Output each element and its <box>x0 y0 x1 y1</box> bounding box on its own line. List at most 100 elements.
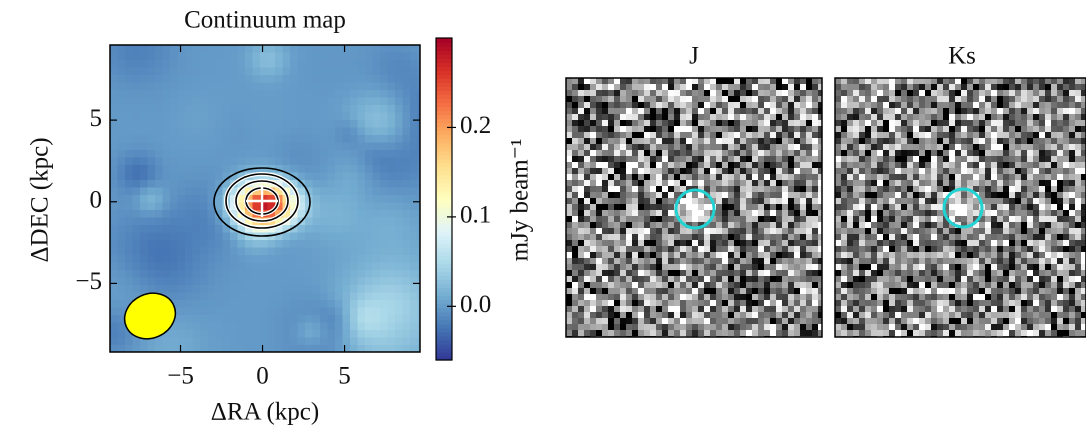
image-pixel <box>1003 216 1009 222</box>
image-pixel <box>967 246 973 252</box>
map-pixel <box>373 308 381 316</box>
image-pixel <box>668 300 674 306</box>
image-pixel <box>626 300 632 306</box>
image-pixel <box>925 252 931 258</box>
image-pixel <box>686 120 692 126</box>
image-pixel <box>728 288 734 294</box>
image-pixel <box>572 126 578 132</box>
image-pixel <box>853 228 859 234</box>
image-pixel <box>1015 180 1021 186</box>
image-pixel <box>746 330 752 336</box>
image-pixel <box>722 204 728 210</box>
image-pixel <box>728 264 734 270</box>
map-pixel <box>335 128 343 136</box>
image-pixel <box>692 114 698 120</box>
image-pixel <box>650 84 656 90</box>
image-pixel <box>656 234 662 240</box>
image-pixel <box>758 234 764 240</box>
map-pixel <box>350 225 358 233</box>
map-pixel <box>253 255 261 263</box>
image-pixel <box>782 210 788 216</box>
map-pixel <box>335 225 343 233</box>
image-pixel <box>692 144 698 150</box>
map-pixel <box>275 315 283 323</box>
map-pixel <box>395 113 403 121</box>
map-pixel <box>125 210 133 218</box>
map-pixel <box>305 270 313 278</box>
image-pixel <box>602 114 608 120</box>
image-pixel <box>889 120 895 126</box>
image-pixel <box>782 324 788 330</box>
map-pixel <box>410 300 418 308</box>
image-pixel <box>973 132 979 138</box>
map-pixel <box>343 278 351 286</box>
image-pixel <box>818 150 824 156</box>
image-pixel <box>584 318 590 324</box>
map-pixel <box>358 195 366 203</box>
image-pixel <box>638 306 644 312</box>
image-pixel <box>949 96 955 102</box>
map-pixel <box>230 300 238 308</box>
image-pixel <box>812 132 818 138</box>
image-pixel <box>835 222 841 228</box>
map-pixel <box>418 300 426 308</box>
map-pixel <box>410 180 418 188</box>
map-pixel <box>283 278 291 286</box>
image-pixel <box>800 162 806 168</box>
map-pixel <box>133 158 141 166</box>
image-pixel <box>913 132 919 138</box>
map-pixel <box>350 263 358 271</box>
map-pixel <box>350 150 358 158</box>
map-pixel <box>290 233 298 241</box>
image-pixel <box>716 144 722 150</box>
image-pixel <box>1051 246 1057 252</box>
image-pixel <box>704 126 710 132</box>
image-pixel <box>835 84 841 90</box>
map-pixel <box>260 83 268 91</box>
image-pixel <box>847 144 853 150</box>
image-pixel <box>686 162 692 168</box>
map-pixel <box>403 60 411 68</box>
map-pixel <box>343 233 351 241</box>
image-pixel <box>925 234 931 240</box>
image-pixel <box>602 258 608 264</box>
map-pixel <box>268 248 276 256</box>
map-pixel <box>290 83 298 91</box>
map-pixel <box>230 285 238 293</box>
image-pixel <box>967 198 973 204</box>
map-pixel <box>163 90 171 98</box>
image-pixel <box>758 108 764 114</box>
map-pixel <box>200 165 208 173</box>
image-pixel <box>985 84 991 90</box>
map-pixel <box>365 315 373 323</box>
map-pixel <box>320 225 328 233</box>
map-pixel <box>410 278 418 286</box>
image-pixel <box>632 288 638 294</box>
image-pixel <box>877 186 883 192</box>
image-pixel <box>746 108 752 114</box>
image-pixel <box>668 216 674 222</box>
image-pixel <box>572 108 578 114</box>
image-pixel <box>913 144 919 150</box>
image-pixel <box>1009 204 1015 210</box>
image-pixel <box>764 108 770 114</box>
map-pixel <box>215 285 223 293</box>
map-pixel <box>365 338 373 346</box>
image-pixel <box>722 312 728 318</box>
image-pixel <box>1021 198 1027 204</box>
map-pixel <box>245 315 253 323</box>
map-pixel <box>343 60 351 68</box>
image-pixel <box>644 156 650 162</box>
image-pixel <box>925 240 931 246</box>
image-pixel <box>979 144 985 150</box>
map-pixel <box>298 330 306 338</box>
image-pixel <box>668 180 674 186</box>
image-pixel <box>578 294 584 300</box>
image-pixel <box>1045 240 1051 246</box>
image-pixel <box>835 126 841 132</box>
image-pixel <box>662 246 668 252</box>
map-pixel <box>313 180 321 188</box>
map-pixel <box>350 83 358 91</box>
image-pixel <box>1027 168 1033 174</box>
image-pixel <box>949 198 955 204</box>
